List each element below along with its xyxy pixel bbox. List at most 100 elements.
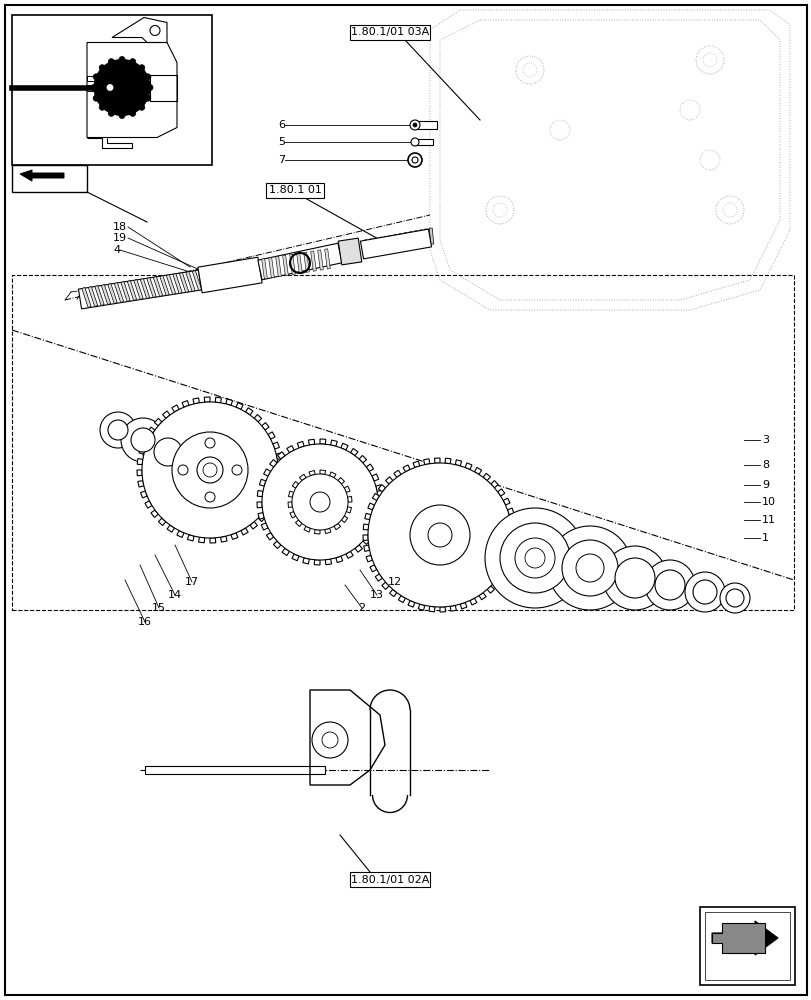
Circle shape — [121, 418, 165, 462]
Circle shape — [407, 153, 422, 167]
Circle shape — [99, 65, 105, 71]
Circle shape — [178, 465, 188, 475]
Circle shape — [614, 558, 654, 598]
Polygon shape — [371, 474, 378, 481]
Polygon shape — [95, 286, 104, 305]
Polygon shape — [341, 516, 347, 523]
Circle shape — [547, 526, 631, 610]
Polygon shape — [148, 427, 155, 434]
Circle shape — [93, 95, 99, 101]
Polygon shape — [398, 596, 405, 603]
Polygon shape — [179, 273, 188, 292]
Polygon shape — [381, 582, 388, 589]
Polygon shape — [153, 277, 162, 296]
Text: 6: 6 — [277, 120, 285, 130]
Polygon shape — [101, 285, 110, 304]
Polygon shape — [372, 493, 379, 500]
Polygon shape — [193, 398, 200, 404]
Polygon shape — [261, 423, 268, 430]
Polygon shape — [268, 258, 274, 278]
Polygon shape — [314, 530, 320, 534]
Polygon shape — [277, 452, 285, 459]
Bar — [350, 872, 429, 888]
Polygon shape — [369, 528, 376, 535]
Polygon shape — [413, 461, 419, 468]
Polygon shape — [507, 508, 513, 515]
Polygon shape — [369, 239, 373, 255]
Polygon shape — [288, 491, 294, 497]
Polygon shape — [409, 232, 414, 248]
Polygon shape — [500, 570, 507, 577]
Polygon shape — [324, 249, 330, 269]
Polygon shape — [344, 486, 350, 492]
Polygon shape — [341, 443, 348, 450]
Polygon shape — [215, 397, 221, 403]
Polygon shape — [264, 469, 270, 476]
Polygon shape — [379, 237, 384, 253]
Circle shape — [725, 589, 743, 607]
Polygon shape — [333, 523, 340, 530]
Circle shape — [119, 113, 125, 119]
Polygon shape — [82, 288, 91, 307]
Polygon shape — [134, 280, 143, 299]
Polygon shape — [204, 397, 210, 402]
Bar — [414, 121, 436, 129]
Polygon shape — [329, 472, 336, 478]
Polygon shape — [320, 470, 325, 474]
Polygon shape — [320, 439, 325, 444]
Polygon shape — [376, 507, 382, 514]
Polygon shape — [393, 470, 401, 477]
Circle shape — [100, 412, 135, 448]
Polygon shape — [418, 604, 424, 610]
Bar — [12, 275, 793, 610]
Polygon shape — [330, 440, 337, 446]
Bar — [704, 912, 789, 980]
Polygon shape — [192, 271, 201, 290]
Text: 2: 2 — [358, 603, 365, 613]
Polygon shape — [108, 284, 117, 303]
Circle shape — [108, 110, 114, 116]
Polygon shape — [154, 418, 161, 426]
Polygon shape — [510, 519, 516, 525]
Polygon shape — [418, 230, 423, 246]
Circle shape — [204, 438, 215, 448]
Text: 13: 13 — [370, 590, 384, 600]
Text: 10: 10 — [761, 497, 775, 507]
Polygon shape — [363, 535, 367, 540]
Circle shape — [93, 74, 99, 80]
Circle shape — [154, 438, 182, 466]
Polygon shape — [389, 589, 397, 597]
Circle shape — [172, 432, 247, 508]
Polygon shape — [250, 522, 257, 529]
Polygon shape — [311, 251, 316, 271]
Bar — [87, 76, 99, 81]
Polygon shape — [711, 923, 764, 953]
Polygon shape — [276, 453, 281, 459]
Text: 11: 11 — [761, 515, 775, 525]
Polygon shape — [303, 526, 310, 532]
Polygon shape — [270, 496, 277, 503]
Circle shape — [500, 523, 569, 593]
Polygon shape — [286, 446, 294, 453]
Polygon shape — [314, 560, 320, 565]
Circle shape — [367, 463, 512, 607]
Polygon shape — [309, 470, 315, 476]
Polygon shape — [388, 235, 393, 251]
Text: 9: 9 — [761, 480, 768, 490]
Polygon shape — [407, 600, 414, 607]
Polygon shape — [440, 607, 445, 612]
Circle shape — [719, 583, 749, 613]
Polygon shape — [147, 278, 156, 297]
Polygon shape — [367, 503, 374, 510]
Polygon shape — [414, 231, 418, 247]
Circle shape — [410, 138, 418, 146]
Polygon shape — [258, 243, 341, 280]
Polygon shape — [140, 279, 149, 298]
Polygon shape — [338, 238, 362, 265]
Polygon shape — [290, 512, 295, 518]
Polygon shape — [385, 477, 393, 484]
Circle shape — [144, 95, 151, 101]
Polygon shape — [258, 514, 265, 522]
Circle shape — [147, 85, 152, 91]
Polygon shape — [483, 473, 490, 481]
